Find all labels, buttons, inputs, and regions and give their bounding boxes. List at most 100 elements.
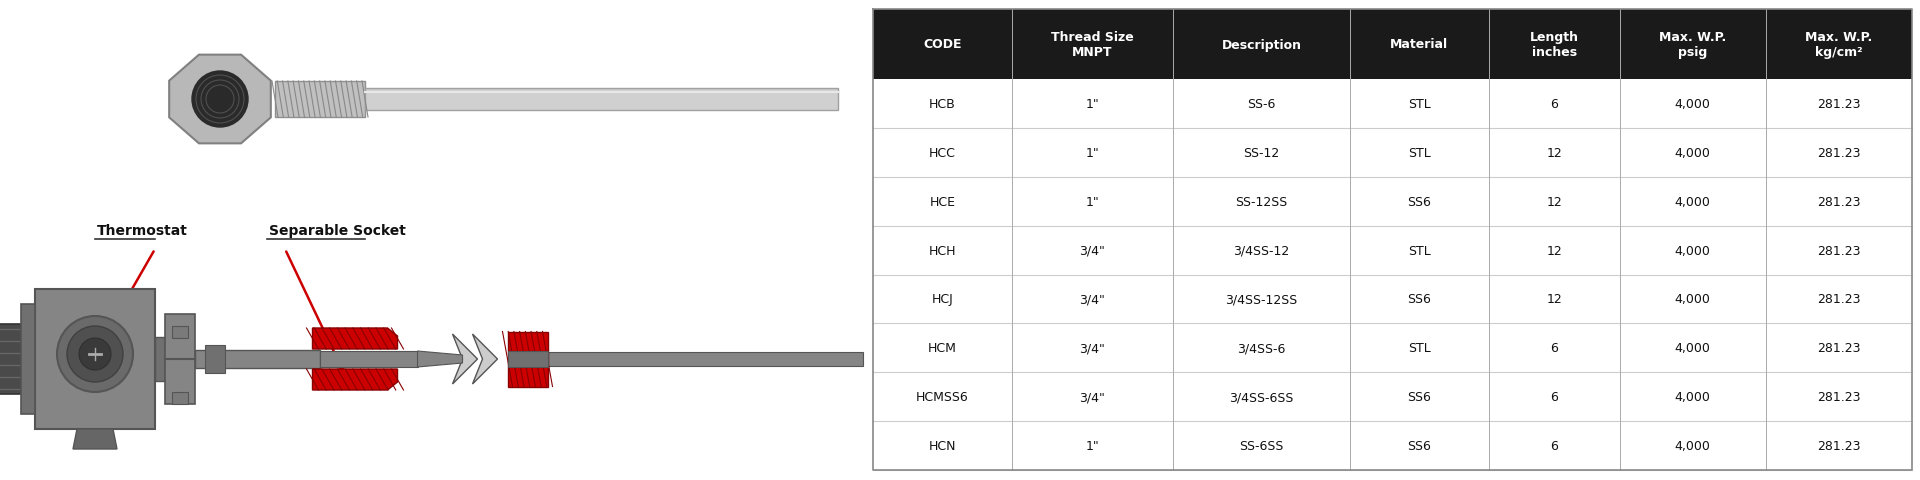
Text: SS6: SS6 — [1407, 439, 1432, 452]
Bar — [156, 337, 165, 381]
Text: HCC: HCC — [929, 146, 956, 159]
Text: STL: STL — [1407, 244, 1430, 257]
Text: HCMSS6: HCMSS6 — [916, 390, 970, 403]
Text: Max. W.P.
kg/cm²: Max. W.P. kg/cm² — [1805, 31, 1872, 59]
Circle shape — [79, 338, 111, 370]
Text: 6: 6 — [1549, 439, 1557, 452]
Text: STL: STL — [1407, 98, 1430, 111]
Text: 4,000: 4,000 — [1674, 342, 1711, 355]
Bar — [874, 80, 1912, 129]
Text: 6: 6 — [1549, 98, 1557, 111]
Text: HCN: HCN — [929, 439, 956, 452]
Text: STL: STL — [1407, 342, 1430, 355]
Circle shape — [192, 72, 248, 128]
Text: 1": 1" — [1085, 195, 1100, 208]
Text: 281.23: 281.23 — [1816, 342, 1860, 355]
Text: 4,000: 4,000 — [1674, 390, 1711, 403]
Text: SS-6SS: SS-6SS — [1240, 439, 1284, 452]
Text: SS6: SS6 — [1407, 293, 1432, 306]
Text: Thermostat: Thermostat — [98, 224, 188, 238]
Text: 3/4SS-6: 3/4SS-6 — [1238, 342, 1286, 355]
Text: SS6: SS6 — [1407, 390, 1432, 403]
Text: 6: 6 — [1549, 342, 1557, 355]
Bar — [275, 82, 365, 118]
Text: STL: STL — [1407, 146, 1430, 159]
Text: 3/4SS-12: 3/4SS-12 — [1233, 244, 1290, 257]
Text: 281.23: 281.23 — [1816, 244, 1860, 257]
Bar — [874, 226, 1912, 275]
Text: 4,000: 4,000 — [1674, 439, 1711, 452]
Bar — [173, 326, 188, 338]
Bar — [874, 129, 1912, 178]
Text: 12: 12 — [1546, 244, 1563, 257]
Text: Thread Size
MNPT: Thread Size MNPT — [1050, 31, 1133, 59]
Bar — [35, 289, 156, 429]
Text: 4,000: 4,000 — [1674, 244, 1711, 257]
Bar — [874, 372, 1912, 421]
Text: 3/4": 3/4" — [1079, 244, 1106, 257]
Text: 1": 1" — [1085, 98, 1100, 111]
Text: HCB: HCB — [929, 98, 956, 111]
Text: HCE: HCE — [929, 195, 956, 208]
Text: 4,000: 4,000 — [1674, 146, 1711, 159]
Polygon shape — [417, 351, 463, 367]
Bar — [874, 324, 1912, 372]
Text: 1": 1" — [1085, 439, 1100, 452]
Text: 281.23: 281.23 — [1816, 390, 1860, 403]
Text: 4,000: 4,000 — [1674, 98, 1711, 111]
Bar — [21, 304, 35, 414]
Text: SS6: SS6 — [1407, 195, 1432, 208]
Polygon shape — [169, 56, 271, 144]
Bar — [173, 392, 188, 404]
Text: 281.23: 281.23 — [1816, 293, 1860, 306]
Bar — [874, 178, 1912, 226]
Bar — [165, 314, 196, 404]
Circle shape — [67, 326, 123, 382]
Text: 3/4": 3/4" — [1079, 390, 1106, 403]
Text: SS-6: SS-6 — [1248, 98, 1277, 111]
Text: 281.23: 281.23 — [1816, 146, 1860, 159]
Text: Length
inches: Length inches — [1530, 31, 1578, 59]
Text: HCM: HCM — [927, 342, 956, 355]
Text: 1": 1" — [1085, 146, 1100, 159]
Bar — [507, 332, 547, 387]
Circle shape — [58, 316, 132, 392]
Bar — [321, 351, 417, 367]
Polygon shape — [453, 334, 478, 384]
Bar — [205, 345, 225, 373]
Text: Separable Socket: Separable Socket — [269, 224, 405, 238]
Text: HCJ: HCJ — [931, 293, 952, 306]
Text: HCH: HCH — [929, 244, 956, 257]
Text: 3/4SS-12SS: 3/4SS-12SS — [1225, 293, 1298, 306]
Text: 3/4": 3/4" — [1079, 293, 1106, 306]
Text: Description: Description — [1221, 38, 1302, 51]
Bar — [507, 351, 547, 367]
Text: 281.23: 281.23 — [1816, 195, 1860, 208]
Polygon shape — [73, 429, 117, 449]
Text: 12: 12 — [1546, 293, 1563, 306]
Bar — [874, 275, 1912, 324]
Text: CODE: CODE — [924, 38, 962, 51]
Text: 3/4": 3/4" — [1079, 342, 1106, 355]
Text: Max. W.P.
psig: Max. W.P. psig — [1659, 31, 1726, 59]
Text: 12: 12 — [1546, 195, 1563, 208]
Bar — [874, 421, 1912, 470]
Bar — [874, 10, 1912, 80]
Text: 6: 6 — [1549, 390, 1557, 403]
Polygon shape — [313, 328, 397, 349]
Text: 281.23: 281.23 — [1816, 439, 1860, 452]
Text: 4,000: 4,000 — [1674, 195, 1711, 208]
Text: SS-12SS: SS-12SS — [1236, 195, 1288, 208]
Bar — [547, 352, 862, 366]
Text: 281.23: 281.23 — [1816, 98, 1860, 111]
Text: 12: 12 — [1546, 146, 1563, 159]
Text: 3/4SS-6SS: 3/4SS-6SS — [1229, 390, 1294, 403]
Text: SS-12: SS-12 — [1244, 146, 1281, 159]
Polygon shape — [313, 369, 397, 390]
Bar — [365, 89, 837, 111]
Text: 4,000: 4,000 — [1674, 293, 1711, 306]
Bar — [196, 350, 321, 368]
Bar — [0, 324, 21, 394]
Text: Material: Material — [1390, 38, 1448, 51]
Polygon shape — [472, 334, 497, 384]
